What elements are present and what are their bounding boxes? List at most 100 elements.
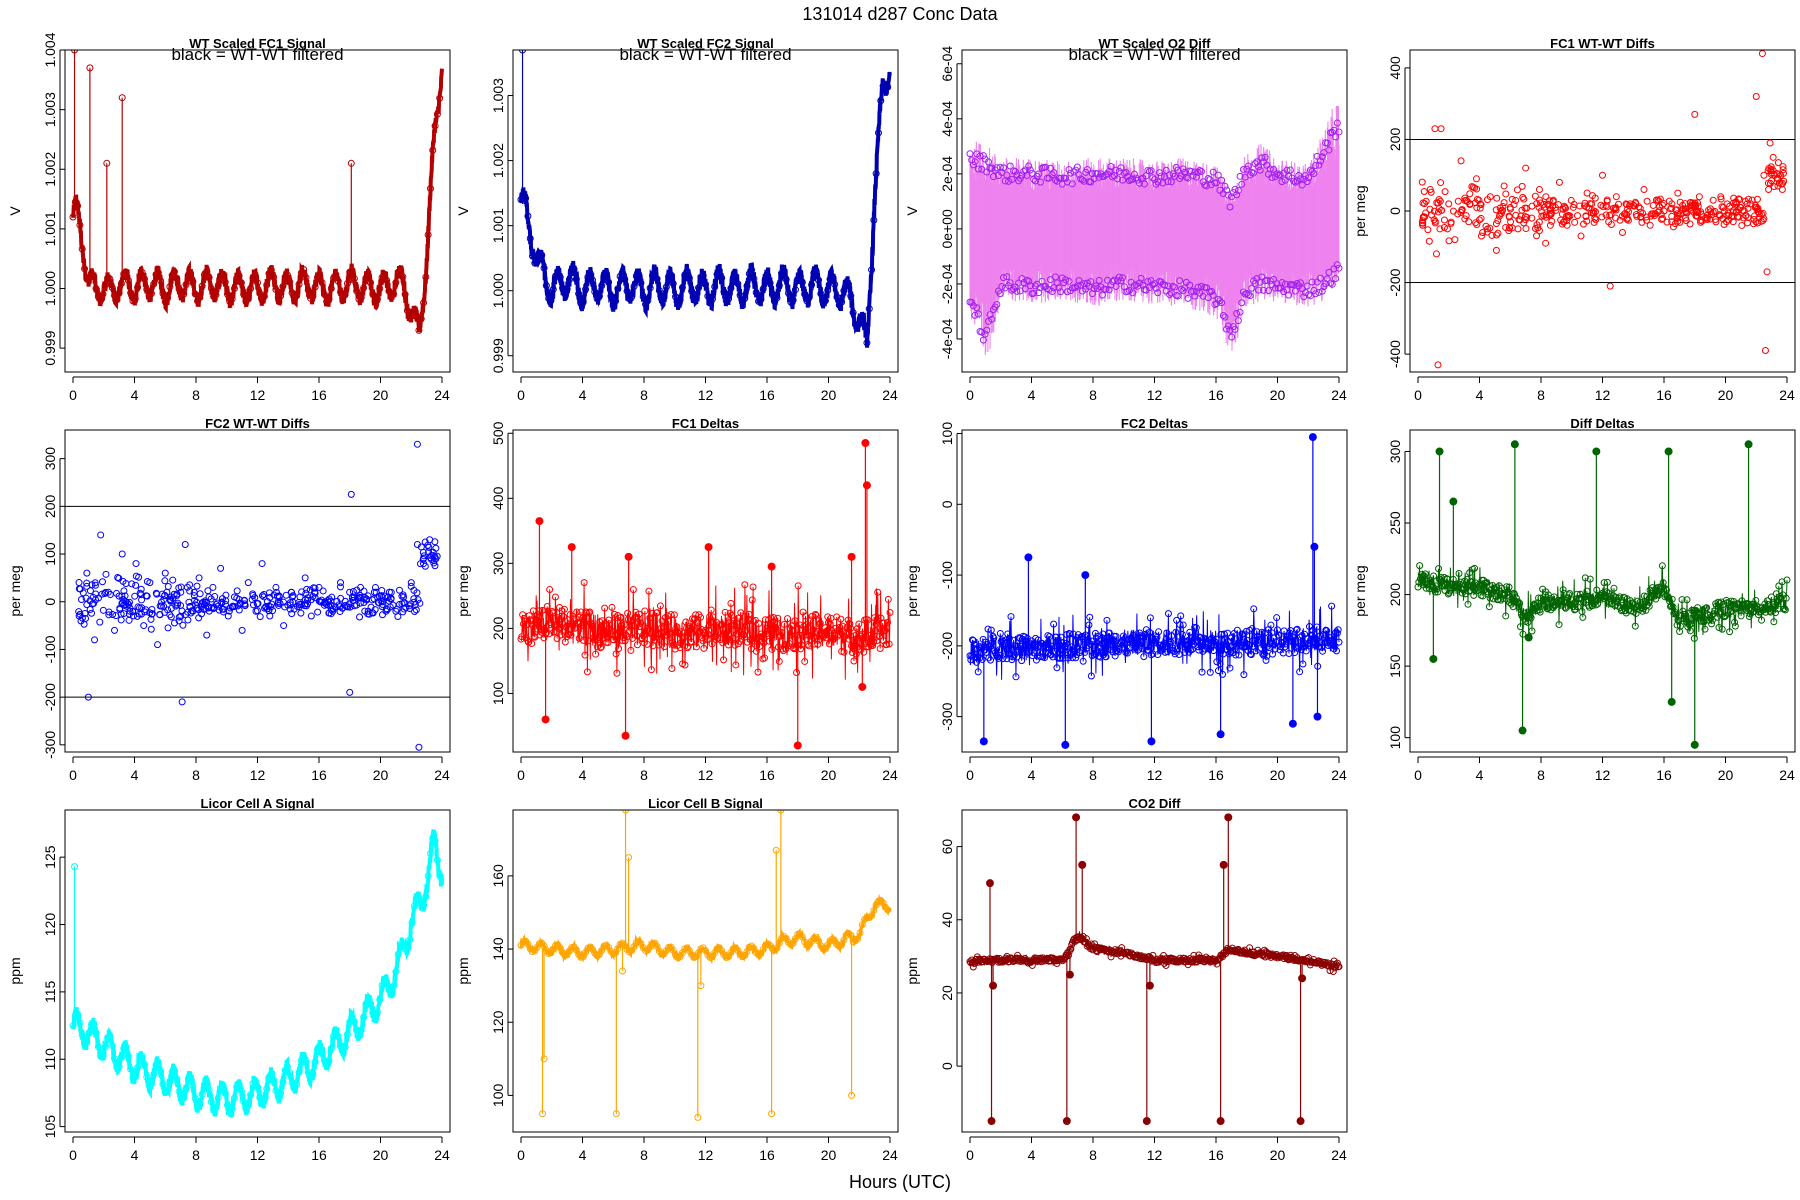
data-point	[1758, 616, 1766, 624]
data-point	[1166, 171, 1174, 179]
data-point	[319, 587, 327, 595]
x-tick-label: 8	[192, 387, 200, 403]
data-point	[984, 158, 992, 166]
x-tick-label: 12	[698, 767, 714, 783]
plot-area-p5	[65, 440, 450, 751]
y-tick-label: -400	[1387, 340, 1403, 368]
data-point	[1301, 289, 1309, 297]
data-point	[1040, 643, 1048, 651]
data-point	[660, 294, 668, 302]
data-point	[598, 282, 606, 290]
data-point	[1514, 598, 1522, 606]
data-point	[1134, 282, 1142, 290]
data-point	[852, 650, 860, 658]
data-point	[575, 634, 583, 642]
data-point	[667, 611, 675, 619]
x-tick-label: 20	[373, 387, 389, 403]
data-point	[1067, 945, 1075, 953]
data-point	[1318, 643, 1326, 651]
y-axis-label-p3: V	[904, 206, 920, 216]
data-point	[300, 265, 308, 273]
data-point	[191, 290, 199, 298]
data-point	[1445, 200, 1453, 208]
x-tick-label: 16	[759, 767, 775, 783]
data-point	[1166, 290, 1174, 298]
data-point	[1268, 174, 1276, 182]
data-point	[874, 129, 882, 137]
data-point	[128, 580, 136, 588]
data-point	[417, 315, 425, 323]
data-point	[704, 543, 713, 552]
data-point	[648, 610, 656, 618]
data-point	[1591, 194, 1599, 202]
x-tick-label: 8	[1089, 767, 1097, 783]
data-point	[1758, 50, 1766, 58]
y-tick-label: 500	[490, 421, 506, 445]
x-tick-label: 12	[698, 1147, 714, 1163]
data-point	[606, 620, 614, 628]
data-point	[610, 610, 618, 618]
data-point	[825, 640, 833, 648]
data-point	[725, 953, 733, 961]
data-point	[1199, 178, 1207, 186]
data-point	[198, 1090, 206, 1098]
data-point	[1418, 219, 1426, 227]
data-point	[118, 550, 126, 558]
data-point	[540, 1055, 548, 1063]
data-point	[1062, 276, 1070, 284]
data-point	[1157, 172, 1165, 180]
x-tick-label: 12	[1595, 767, 1611, 783]
data-point	[260, 593, 268, 601]
data-point	[844, 280, 852, 288]
data-point	[1655, 207, 1663, 215]
data-point	[348, 266, 356, 274]
data-point	[1545, 197, 1553, 205]
data-point	[750, 275, 758, 283]
data-point	[1323, 139, 1331, 147]
data-point	[1152, 284, 1160, 292]
data-point	[1242, 627, 1250, 635]
data-point	[855, 620, 863, 628]
data-point	[1255, 638, 1263, 646]
x-tick-label: 8	[640, 767, 648, 783]
data-point	[1712, 218, 1720, 226]
data-point	[332, 271, 340, 279]
data-point	[733, 624, 741, 632]
data-point	[1072, 813, 1081, 822]
data-point	[1147, 737, 1156, 746]
data-point	[821, 297, 829, 305]
data-point	[752, 948, 760, 956]
data-point	[1668, 595, 1676, 603]
data-point	[1265, 287, 1273, 295]
data-point	[1476, 200, 1484, 208]
data-point	[645, 587, 653, 595]
data-point	[1437, 179, 1445, 187]
data-point	[1083, 166, 1091, 174]
data-point	[1134, 646, 1142, 654]
data-point	[978, 656, 986, 664]
data-point	[204, 587, 212, 595]
data-point	[315, 597, 323, 605]
data-point	[356, 613, 364, 621]
data-point	[969, 636, 977, 644]
data-point	[1273, 614, 1281, 622]
panel-title-p9: Licor Cell A Signal	[201, 796, 315, 811]
data-point	[1571, 218, 1579, 226]
data-point	[637, 279, 645, 287]
y-axis-label-p4: per meg	[1352, 185, 1368, 236]
data-point	[436, 94, 444, 102]
data-point	[974, 668, 982, 676]
data-point	[752, 288, 760, 296]
data-point	[676, 953, 684, 961]
data-point	[1447, 218, 1455, 226]
data-point	[1676, 622, 1684, 630]
data-point	[709, 613, 717, 621]
data-point	[1208, 287, 1216, 295]
data-point	[541, 715, 550, 724]
data-point	[1658, 562, 1666, 570]
data-point	[1517, 212, 1525, 220]
data-point	[120, 610, 128, 618]
data-point	[1420, 188, 1428, 196]
data-point	[1088, 170, 1096, 178]
